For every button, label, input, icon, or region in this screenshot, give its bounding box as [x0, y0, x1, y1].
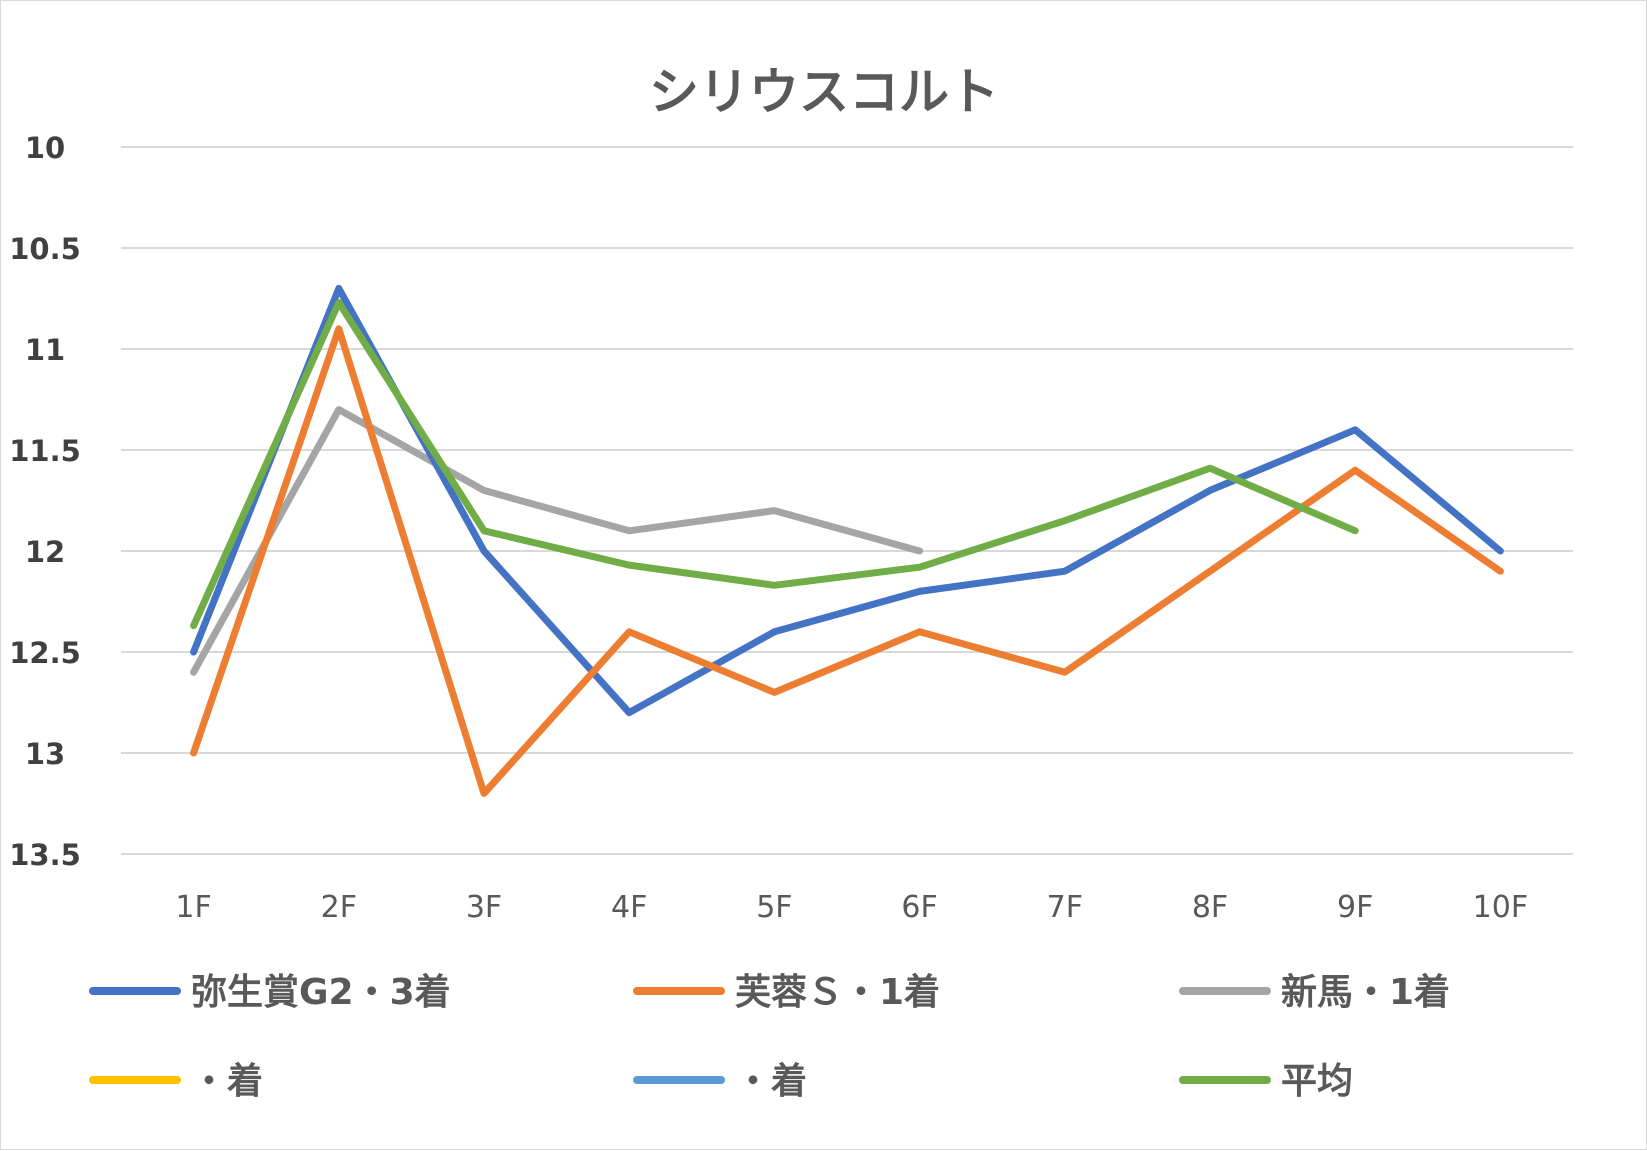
x-tick-label: 6F: [901, 890, 937, 925]
y-tick-label: 10: [25, 131, 65, 165]
x-tick-label: 3F: [466, 890, 502, 925]
series-lines: [190, 284, 1504, 797]
grid-lines: [121, 146, 1573, 855]
x-tick-label: 8F: [1192, 890, 1228, 925]
legend-label: ・着: [191, 1061, 263, 1102]
x-axis-ticks: 1F 2F 3F 4F 5F 6F 7F 8F 9F 10F: [175, 890, 1528, 925]
legend: 弥生賞G2・3着 芙蓉Ｓ・1着 新馬・1着・着 ・着 平均: [89, 972, 1450, 1102]
series-line: [190, 299, 1359, 630]
legend-label: 芙蓉Ｓ・1着: [735, 972, 940, 1013]
y-tick-label: 11.5: [9, 434, 81, 468]
x-tick-label: 1F: [175, 890, 211, 925]
y-axis-ticks: 10 10.5 11 11.5 12 12.5 13 13.5: [9, 131, 81, 872]
legend-item: ・着: [89, 1061, 263, 1102]
y-tick-label: 13.5: [9, 838, 81, 872]
y-tick-label: 12.5: [9, 636, 81, 670]
legend-item: 新馬・1着: [1179, 972, 1450, 1013]
legend-label: 平均: [1281, 1061, 1353, 1102]
legend-label: 弥生賞G2・3着: [191, 972, 451, 1013]
x-tick-label: 2F: [321, 890, 357, 925]
y-tick-label: 12: [25, 535, 65, 569]
series-line: [190, 406, 924, 676]
x-tick-label: 4F: [611, 890, 647, 925]
y-tick-label: 11: [25, 333, 65, 367]
legend-item: ・着: [633, 1061, 807, 1102]
y-tick-label: 13: [25, 737, 65, 771]
legend-label: ・着: [735, 1061, 807, 1102]
x-tick-label: 5F: [756, 890, 792, 925]
x-tick-label: 7F: [1047, 890, 1083, 925]
legend-item: 芙蓉Ｓ・1着: [633, 972, 940, 1013]
legend-item: 弥生賞G2・3着: [89, 972, 451, 1013]
x-tick-label: 9F: [1337, 890, 1373, 925]
series-line: [190, 325, 1504, 797]
chart-title: シリウスコルト: [649, 63, 999, 121]
y-tick-label: 10.5: [9, 232, 81, 266]
legend-item: 平均: [1179, 1061, 1353, 1102]
legend-label: 新馬・1着: [1281, 972, 1450, 1013]
x-tick-label: 10F: [1473, 890, 1528, 925]
